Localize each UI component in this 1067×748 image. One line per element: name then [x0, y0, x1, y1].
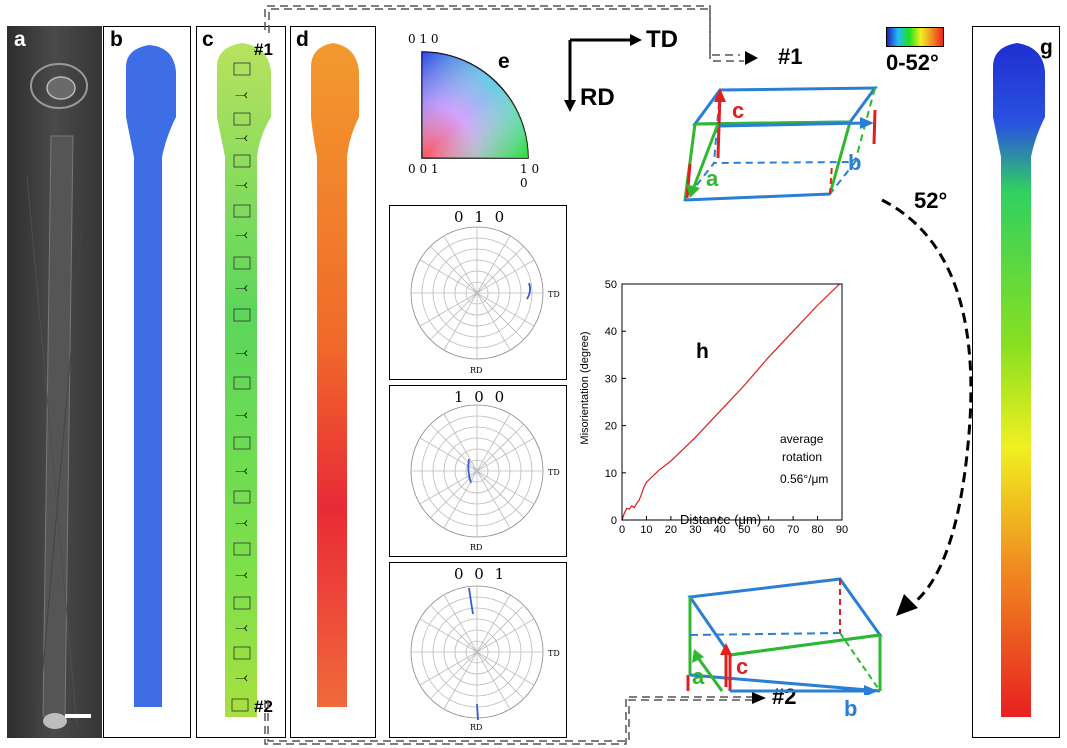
- crystal-top-axis-c: c: [732, 98, 745, 123]
- x-tick-label: 20: [665, 524, 677, 534]
- y-tick-label: 30: [605, 373, 617, 385]
- crystal-top-axis-b: b: [848, 150, 862, 175]
- td-label: TD: [646, 26, 678, 53]
- panel-d-frame: [290, 26, 376, 738]
- svg-text:⤙: ⤙: [235, 344, 248, 361]
- svg-text:⤙: ⤙: [235, 514, 248, 531]
- panel-e-ipf-key: 0 1 0 0 0 1 1 0 0 e: [400, 30, 550, 190]
- crystal-box-bottom: [686, 577, 883, 695]
- svg-text:⤙: ⤙: [235, 406, 248, 423]
- panel-b-frame: [103, 26, 191, 738]
- misorientation-chart: 0 10 20 30 40 50 60 70 80 90 0 10 20 30 40 50: [605, 279, 848, 536]
- crystal-bottom-axis-c: c: [736, 654, 749, 679]
- pole-010-td: TD: [548, 290, 560, 299]
- crystal-marker-bottom: #2: [772, 684, 797, 709]
- crystal-top-axis-a: a: [706, 166, 719, 191]
- panel-c-marker-top: #1: [254, 40, 273, 59]
- svg-text:⤙: ⤙: [235, 669, 248, 686]
- td-rd-axes: [564, 34, 642, 112]
- panel-label-g: g: [1040, 36, 1053, 59]
- series-line-0: [621, 283, 840, 521]
- x-tick-label: 10: [640, 524, 652, 534]
- panel-label-d: d: [296, 28, 309, 51]
- x-tick-label: 60: [763, 524, 775, 534]
- sem-image-graphic: [7, 26, 102, 738]
- chart-ylabel: Misorientation (degree): [579, 331, 591, 445]
- chart-annotation-line2: rotation: [782, 450, 823, 464]
- pole-001-title: 0 0 1: [454, 565, 508, 583]
- panel-g-frame: [972, 26, 1060, 738]
- panel-g-map: [993, 43, 1045, 717]
- svg-text:⤙: ⤙: [235, 566, 248, 583]
- svg-text:⤙: ⤙: [235, 226, 248, 243]
- crystal-bottom-axis-a: a: [692, 664, 705, 689]
- pole-010-rd: RD: [470, 366, 483, 375]
- panel-c-map: ⤙ ⤙ ⤙ ⤙ ⤙ ⤙ ⤙ ⤙ ⤙ ⤙ ⤙ ⤙: [217, 43, 271, 717]
- pole-100-title: 1 0 0: [454, 388, 508, 406]
- panel-label-b: b: [110, 28, 123, 51]
- chart-annotation-line1: average: [780, 432, 824, 446]
- x-tick-label: 40: [714, 524, 726, 534]
- crystal-bottom-axis-b: b: [844, 696, 858, 721]
- crystal-box-top: [682, 86, 878, 202]
- pole-100-rd: RD: [470, 543, 483, 552]
- svg-text:⤙: ⤙: [235, 619, 248, 636]
- chart-xlabel: Distance (μm): [680, 512, 762, 527]
- panel-f-pole-figures: f 0 1 0 TD RD 1 0 0: [389, 205, 567, 739]
- pole-figure-001: 0 0 1 TD RD: [389, 562, 567, 738]
- x-tick-label: 30: [689, 524, 701, 534]
- pole-010-title: 0 1 0: [454, 208, 508, 226]
- colorbar-0-52: [886, 27, 944, 47]
- panel-label-e: e: [498, 50, 510, 73]
- svg-text:⤙: ⤙: [235, 176, 248, 193]
- ipf-corner-001: 0 0 1: [408, 162, 439, 176]
- colorbar-range-label: 0-52°: [886, 50, 939, 75]
- pole-001-rd: RD: [470, 723, 483, 732]
- pole-figure-100: 1 0 0 TD RD: [389, 385, 567, 557]
- x-tick-label: 90: [836, 524, 848, 534]
- scale-bar: [65, 714, 91, 718]
- rd-label: RD: [580, 84, 615, 111]
- rotation-angle-label: 52°: [914, 188, 948, 213]
- pole-figure-010: 0 1 0 TD RD: [389, 205, 567, 380]
- svg-text:⤙: ⤙: [235, 462, 248, 479]
- svg-text:⤙: ⤙: [235, 86, 248, 103]
- panel-label-h: h: [696, 340, 709, 363]
- pole-100-td: TD: [548, 468, 560, 477]
- crystal-marker-top: #1: [778, 44, 803, 69]
- chart-annotation-line3: 0.56°/μm: [780, 472, 829, 486]
- x-tick-label: 70: [787, 524, 799, 534]
- x-tick-label: 80: [811, 524, 823, 534]
- svg-text:⤙: ⤙: [235, 129, 248, 146]
- y-tick-label: 20: [605, 421, 617, 433]
- panel-d-map: [311, 43, 359, 707]
- panel-a-sem-image: [7, 26, 102, 738]
- panel-h-chart: 0 10 20 30 40 50 60 70 80 90 0 10 20 30 40 50 Misorient…: [572, 272, 852, 536]
- y-tick-label: 40: [605, 326, 617, 338]
- ipf-corner-010: 0 1 0: [408, 32, 439, 46]
- rotation-arrow: [881, 198, 973, 616]
- ipf-corner-100: 1 0 0: [520, 162, 540, 190]
- pole-001-td: TD: [548, 649, 560, 658]
- svg-text:⤙: ⤙: [235, 279, 248, 296]
- y-tick-label: 50: [605, 279, 617, 291]
- y-tick-label: 0: [611, 515, 617, 527]
- panel-b-map: [126, 45, 176, 707]
- x-tick-label: 0: [619, 524, 625, 534]
- x-tick-label: 50: [738, 524, 750, 534]
- panel-label-c: c: [202, 28, 214, 51]
- panel-c-frame: ⤙ ⤙ ⤙ ⤙ ⤙ ⤙ ⤙ ⤙ ⤙ ⤙ ⤙ ⤙: [196, 26, 286, 738]
- y-tick-label: 10: [605, 468, 617, 480]
- panel-label-a: a: [14, 28, 26, 51]
